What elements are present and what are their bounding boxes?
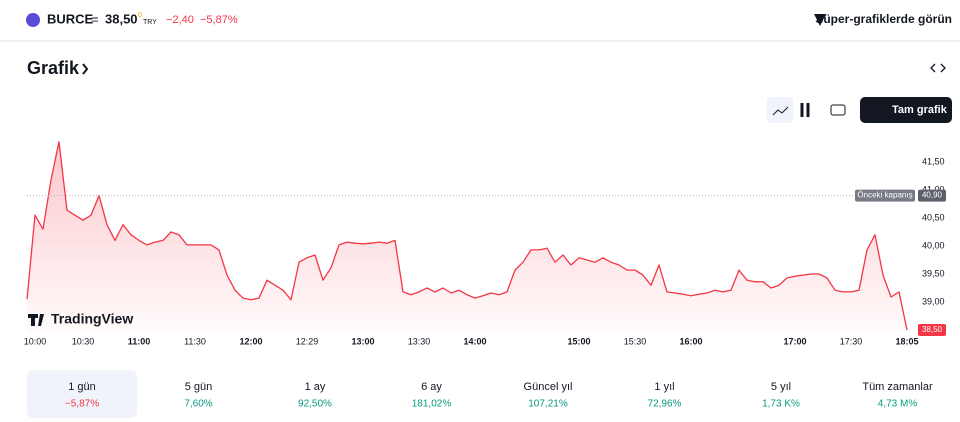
currency: TRY [143,19,157,26]
symbol: BURCE [47,11,94,26]
x-tick-label: 11:30 [184,336,206,346]
period-label[interactable]: Güncel yıl [524,381,573,393]
price: 38,50 [105,11,138,26]
x-tick-label: 17:00 [783,336,806,346]
x-tick-label: 14:00 [463,336,486,346]
price-line [26,141,908,331]
period-label[interactable]: 1 gün [68,381,96,393]
promo[interactable]: Süper-grafiklerde görün [815,12,952,26]
period-label[interactable]: 1 yıl [654,381,674,393]
x-tick-label: 16:00 [679,336,702,346]
y-tick-label: 41,50 [922,156,945,166]
x-tick-label: 11:00 [128,336,151,346]
x-tick-label: 13:30 [408,336,431,346]
promo-icon [814,14,826,26]
camera-icon[interactable] [830,104,846,116]
chevron [82,63,89,75]
period-change: 92,50% [298,399,332,410]
y-tick-label: 40,00 [922,240,945,250]
plot: 39,00 39,50 40,00 40,50 41,00 41,50 10:00 10:30… [24,141,946,346]
period-change: 107,21% [528,399,568,410]
x-tick-label: 15:00 [567,336,590,346]
y-tick-label: 39,50 [922,268,945,278]
x-tick-label: 13:00 [351,336,374,346]
period-change: 72,96% [648,399,682,410]
period-change: 4,73 M% [878,399,918,410]
y-tick-label: 41,00 [922,184,945,194]
period-label[interactable]: 6 ay [421,381,442,393]
period-label[interactable]: Tüm zamanlar [862,381,933,393]
period-label[interactable]: 5 yıl [771,381,791,393]
active-tab [27,370,137,418]
x-tick-label: 10:00 [24,336,47,346]
period-label[interactable]: 1 ay [305,381,326,393]
line-style-btn[interactable] [767,97,793,123]
equals: = [91,11,99,26]
previous-close-label: 40,90 [922,191,943,200]
y-tick-label: 39,00 [922,296,945,306]
change-pct: −5,87% [200,14,238,26]
previous-close-box [918,189,946,202]
logo-icon [28,314,44,326]
logo: TradingView [51,311,133,327]
period-change: −5,87% [65,399,99,410]
embed-icon[interactable] [930,63,946,73]
full-chart-label: Tam grafik [892,104,948,116]
full-chart-btn[interactable] [860,97,952,123]
previous-close-tag [855,189,915,202]
period-change: 7,60% [184,399,212,410]
period-change: 1,73 K% [762,399,800,410]
period-tabs: 1 gün −5,87% 5 gün 7,60% 1 ay 92,50% 6 ay 181,0… [65,381,933,410]
x-tick-label: 17:30 [840,336,863,346]
section-title[interactable]: Grafik [27,58,80,78]
x-tick-label: 12:00 [239,336,262,346]
last-price-box [918,324,946,336]
change: −2,40 [166,14,194,26]
y-tick-label: 40,50 [922,212,945,222]
x-tick-label: 10:30 [72,336,95,346]
area [27,141,907,333]
period-label[interactable]: 5 gün [185,381,213,393]
x-tick-label: 12:29 [296,336,319,346]
price-sup: 0 [138,12,142,19]
period-change: 181,02% [412,399,452,410]
symbol-icon [26,13,40,27]
line-icon [772,106,789,116]
candle-icon[interactable] [800,103,810,117]
previous-close-name: Önceki kapanış [857,191,912,200]
x-tick-label: 15:30 [624,336,647,346]
last-price-label: 38,50 [922,325,943,334]
x-tick-label: 18:05 [895,336,918,346]
